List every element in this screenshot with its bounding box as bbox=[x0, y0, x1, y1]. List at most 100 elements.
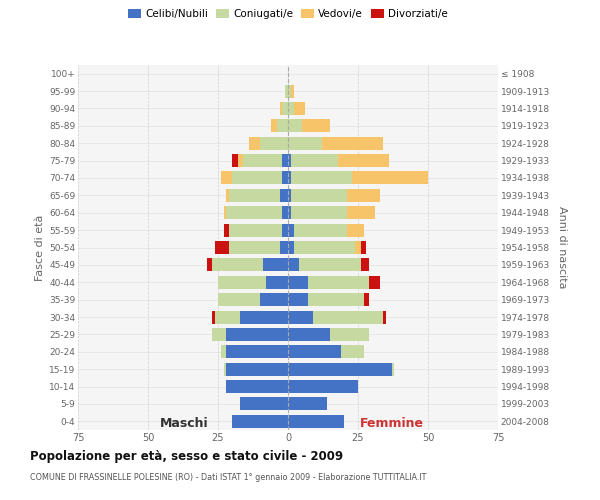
Bar bbox=[215, 241, 229, 254]
Bar bbox=[226, 206, 283, 220]
Bar bbox=[361, 241, 367, 254]
Bar bbox=[288, 328, 330, 341]
Bar bbox=[313, 310, 383, 324]
Bar bbox=[293, 102, 305, 115]
Bar bbox=[232, 154, 238, 167]
Bar bbox=[288, 102, 293, 115]
Bar bbox=[288, 172, 291, 184]
Bar bbox=[302, 120, 330, 132]
Bar bbox=[352, 172, 428, 184]
Bar bbox=[288, 346, 341, 358]
Bar bbox=[322, 136, 383, 149]
Bar bbox=[347, 206, 375, 220]
Bar bbox=[308, 276, 369, 289]
Bar bbox=[283, 206, 288, 220]
Bar bbox=[288, 154, 291, 167]
Bar bbox=[229, 224, 283, 236]
Y-axis label: Anni di nascita: Anni di nascita bbox=[557, 206, 567, 289]
Bar bbox=[288, 241, 293, 254]
Bar bbox=[383, 310, 386, 324]
Bar bbox=[226, 362, 288, 376]
Bar bbox=[224, 224, 229, 236]
Bar bbox=[392, 362, 394, 376]
Bar bbox=[308, 293, 364, 306]
Bar bbox=[263, 258, 288, 272]
Bar bbox=[288, 189, 291, 202]
Bar bbox=[218, 293, 260, 306]
Bar bbox=[249, 136, 260, 149]
Bar bbox=[369, 276, 380, 289]
Bar bbox=[241, 398, 288, 410]
Bar bbox=[221, 172, 232, 184]
Bar bbox=[288, 276, 308, 289]
Bar bbox=[288, 224, 293, 236]
Bar bbox=[283, 224, 288, 236]
Bar bbox=[364, 293, 369, 306]
Bar bbox=[229, 189, 280, 202]
Bar bbox=[338, 154, 389, 167]
Legend: Celibi/Nubili, Coniugati/e, Vedovi/e, Divorziati/e: Celibi/Nubili, Coniugati/e, Vedovi/e, Di… bbox=[124, 5, 452, 24]
Bar bbox=[243, 154, 283, 167]
Bar bbox=[347, 224, 364, 236]
Bar bbox=[283, 172, 288, 184]
Bar bbox=[226, 328, 288, 341]
Bar bbox=[288, 362, 392, 376]
Bar bbox=[232, 415, 288, 428]
Bar bbox=[271, 120, 277, 132]
Bar bbox=[218, 276, 266, 289]
Text: Popolazione per età, sesso e stato civile - 2009: Popolazione per età, sesso e stato civil… bbox=[30, 450, 343, 463]
Bar bbox=[288, 415, 344, 428]
Bar bbox=[212, 328, 226, 341]
Bar bbox=[266, 276, 288, 289]
Bar bbox=[212, 310, 215, 324]
Bar bbox=[229, 241, 280, 254]
Bar bbox=[288, 120, 302, 132]
Bar bbox=[355, 241, 361, 254]
Bar bbox=[288, 293, 308, 306]
Bar bbox=[288, 258, 299, 272]
Bar bbox=[288, 398, 327, 410]
Bar bbox=[224, 362, 226, 376]
Bar bbox=[226, 346, 288, 358]
Bar bbox=[260, 136, 288, 149]
Text: Maschi: Maschi bbox=[160, 417, 209, 430]
Bar bbox=[330, 328, 369, 341]
Bar bbox=[280, 189, 288, 202]
Bar bbox=[291, 154, 338, 167]
Bar bbox=[238, 154, 243, 167]
Bar bbox=[215, 310, 241, 324]
Bar bbox=[291, 172, 352, 184]
Bar bbox=[260, 293, 288, 306]
Bar bbox=[288, 380, 358, 393]
Bar bbox=[288, 206, 291, 220]
Bar bbox=[277, 120, 288, 132]
Bar bbox=[299, 258, 361, 272]
Bar bbox=[207, 258, 212, 272]
Bar bbox=[293, 224, 347, 236]
Bar bbox=[280, 102, 283, 115]
Bar bbox=[341, 346, 364, 358]
Bar bbox=[232, 172, 283, 184]
Bar bbox=[293, 241, 355, 254]
Bar bbox=[226, 380, 288, 393]
Bar bbox=[291, 84, 293, 98]
Bar bbox=[288, 136, 322, 149]
Bar bbox=[285, 84, 288, 98]
Bar bbox=[212, 258, 263, 272]
Y-axis label: Fasce di età: Fasce di età bbox=[35, 214, 45, 280]
Bar bbox=[283, 154, 288, 167]
Bar bbox=[347, 189, 380, 202]
Bar bbox=[288, 310, 313, 324]
Bar bbox=[224, 206, 226, 220]
Text: Femmine: Femmine bbox=[359, 417, 424, 430]
Bar bbox=[221, 346, 226, 358]
Bar bbox=[288, 84, 291, 98]
Bar bbox=[283, 102, 288, 115]
Bar bbox=[226, 189, 229, 202]
Bar bbox=[280, 241, 288, 254]
Bar bbox=[291, 206, 347, 220]
Bar bbox=[361, 258, 369, 272]
Bar bbox=[291, 189, 347, 202]
Bar bbox=[241, 310, 288, 324]
Text: COMUNE DI FRASSINELLE POLESINE (RO) - Dati ISTAT 1° gennaio 2009 - Elaborazione : COMUNE DI FRASSINELLE POLESINE (RO) - Da… bbox=[30, 472, 427, 482]
